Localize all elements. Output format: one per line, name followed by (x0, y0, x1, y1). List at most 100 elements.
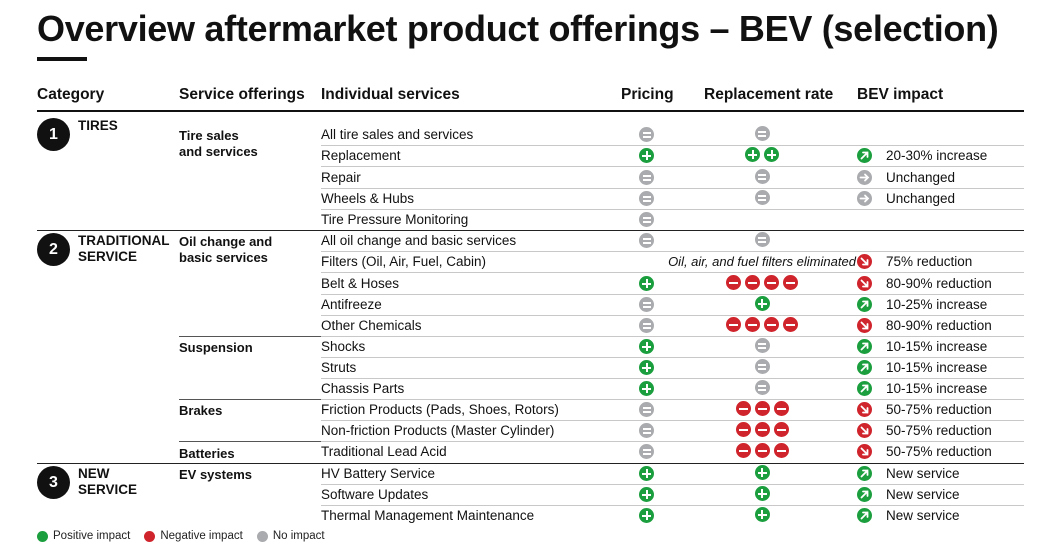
legend-label: Negative impact (160, 530, 243, 542)
equals-circle-icon (754, 338, 770, 353)
service-name: Chassis Parts (321, 381, 405, 396)
minus-circle-icon (773, 422, 789, 437)
plus-circle-icon (639, 487, 654, 502)
equals-circle-icon (754, 359, 770, 374)
replacement-rate-cell (637, 443, 887, 460)
category-label: TRADITIONAL SERVICE (78, 233, 170, 265)
arrow-down-right-icon (857, 276, 872, 291)
group-label-line: Tire sales (179, 128, 239, 143)
arrow-up-right-icon (857, 508, 872, 523)
bev-impact-text: 80-90% reduction (886, 276, 992, 291)
bev-impact-text: 50-75% reduction (886, 423, 992, 438)
positive-dot-icon (37, 530, 48, 542)
table-row: HV Battery Service New service (321, 463, 1024, 485)
group-label-line: Oil change and (179, 234, 273, 249)
service-name: Struts (321, 360, 357, 375)
minus-circle-icon (726, 317, 741, 332)
plus-circle-icon (639, 148, 654, 163)
equals-circle-icon (639, 402, 654, 417)
service-name: All tire sales and services (321, 127, 474, 142)
arrow-down-right-icon (857, 444, 872, 459)
page-title: Overview aftermarket product offerings –… (37, 8, 999, 49)
arrow-right-icon (857, 170, 872, 185)
arrow-up-right-icon (857, 339, 872, 354)
replacement-rate-cell (637, 338, 887, 355)
replacement-rate-cell (637, 211, 887, 228)
arrow-up-right-icon (857, 466, 872, 481)
plus-circle-icon (754, 296, 770, 311)
minus-circle-icon (754, 443, 770, 458)
arrow-down-right-icon (857, 402, 872, 417)
arrow-up-right-icon (857, 360, 872, 375)
table-row: All oil change and basic services (321, 230, 1024, 252)
table-row: Filters (Oil, Air, Fuel, Cabin) Oil, air,… (321, 251, 1024, 273)
legend-label: Positive impact (53, 530, 131, 542)
plus-circle-icon (639, 360, 654, 375)
replacement-rate-cell (637, 147, 887, 164)
equals-circle-icon (639, 170, 654, 185)
table-row: Antifreeze 10-25% increase (321, 294, 1024, 316)
equals-circle-icon (639, 297, 654, 312)
minus-circle-icon (726, 275, 741, 290)
minus-circle-icon (745, 275, 760, 290)
bev-impact-text: Unchanged (886, 170, 956, 185)
group-label-line: basic services (179, 250, 268, 265)
group-tire-sales: Tire sales and services (179, 128, 258, 160)
replacement-rate-cell (637, 275, 887, 292)
service-name: Non-friction Products (Master Cylinder) (321, 423, 555, 438)
equals-circle-icon (754, 169, 770, 184)
plus-circle-icon (754, 465, 770, 480)
minus-circle-icon (764, 275, 779, 290)
legend-negative: Negative impact (144, 530, 243, 542)
table-row: Other Chemicals 80-90% reduction (321, 315, 1024, 337)
service-name: Tire Pressure Monitoring (321, 212, 469, 227)
service-name: All oil change and basic services (321, 233, 517, 248)
plus-circle-icon (639, 276, 654, 291)
category-number-badge: 3 (37, 466, 70, 499)
neutral-dot-icon (256, 530, 268, 542)
legend-none: No impact (256, 530, 325, 542)
equals-circle-icon (754, 190, 770, 205)
category-divider (37, 230, 1024, 231)
minus-circle-icon (764, 317, 779, 332)
bev-impact-text: 10-15% increase (886, 360, 988, 375)
group-label-line: Suspension (179, 340, 253, 355)
group-label-line: and services (179, 144, 258, 159)
service-name: Wheels & Hubs (321, 191, 415, 206)
bev-impact-text: 10-15% increase (886, 339, 988, 354)
table-row: Non-friction Products (Master Cylinder) 5… (321, 420, 1024, 442)
bev-impact-text: New service (886, 466, 960, 481)
service-name: Software Updates (321, 487, 429, 502)
plus-circle-icon (639, 381, 654, 396)
table-row: Belt & Hoses 80-90% reduction (321, 273, 1024, 295)
group-batteries: Batteries (179, 446, 235, 462)
service-name: Shocks (321, 339, 366, 354)
bev-impact-text: New service (886, 487, 960, 502)
plus-circle-icon (754, 507, 770, 522)
table-row: Chassis Parts 10-15% increase (321, 378, 1024, 400)
header-replacement-rate: Replacement rate (704, 86, 834, 103)
category-divider (37, 463, 1024, 464)
minus-circle-icon (754, 422, 770, 437)
header-category: Category (37, 86, 105, 103)
minus-circle-icon (773, 443, 789, 458)
minus-circle-icon (754, 401, 770, 416)
plus-circle-icon (639, 339, 654, 354)
service-name: Filters (Oil, Air, Fuel, Cabin) (321, 254, 487, 269)
minus-circle-icon (745, 317, 760, 332)
equals-circle-icon (754, 232, 770, 247)
header-pricing: Pricing (621, 86, 674, 103)
legend: Positive impact Negative impact No impac… (37, 530, 325, 542)
header-divider (37, 110, 1024, 112)
arrow-right-icon (857, 191, 872, 206)
minus-circle-icon (735, 401, 751, 416)
table-row: Replacement 20-30% increase (321, 145, 1024, 167)
plus-circle-icon (754, 486, 770, 501)
table-row: All tire sales and services (321, 124, 1024, 146)
replacement-rate-cell (637, 359, 887, 376)
category-label-line: SERVICE (78, 249, 138, 264)
category-label: TIRES (78, 118, 118, 134)
table-row: Software Updates New service (321, 484, 1024, 506)
table-row: Traditional Lead Acid 50-75% reduction (321, 441, 1024, 462)
equals-circle-icon (639, 318, 654, 333)
